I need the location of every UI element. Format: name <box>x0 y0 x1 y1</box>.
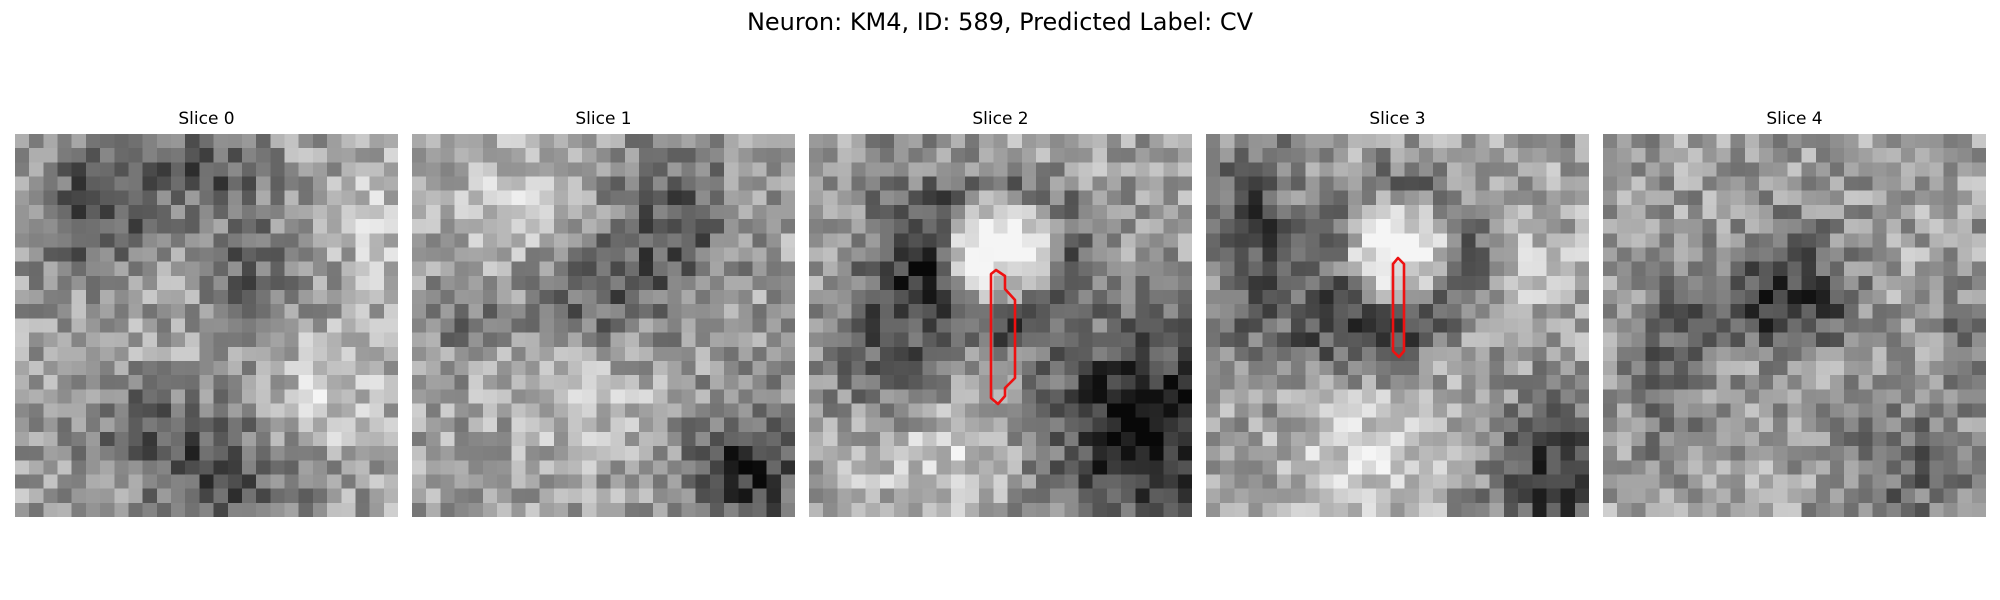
slice-title-0: Slice 0 <box>178 109 235 129</box>
slice-image-4 <box>1603 134 1986 517</box>
slice-image-0 <box>15 134 398 517</box>
segmentation-contour <box>989 268 1017 406</box>
slice-panel-3: Slice 3 <box>1206 108 1589 517</box>
slice-panel-0: Slice 0 <box>15 108 398 517</box>
slice-image-1 <box>412 134 795 517</box>
slice-title-4: Slice 4 <box>1766 109 1823 129</box>
slice-panel-2: Slice 2 <box>809 108 1192 517</box>
slice-title-3: Slice 3 <box>1369 109 1426 129</box>
segmentation-contour <box>1391 256 1406 359</box>
slice-image-3 <box>1206 134 1589 517</box>
slice-panel-1: Slice 1 <box>412 108 795 517</box>
slice-image-2 <box>809 134 1192 517</box>
slice-panel-4: Slice 4 <box>1603 108 1986 517</box>
figure-title: Neuron: KM4, ID: 589, Predicted Label: C… <box>746 8 1254 36</box>
slice-title-2: Slice 2 <box>972 109 1029 129</box>
slice-title-1: Slice 1 <box>575 109 632 129</box>
